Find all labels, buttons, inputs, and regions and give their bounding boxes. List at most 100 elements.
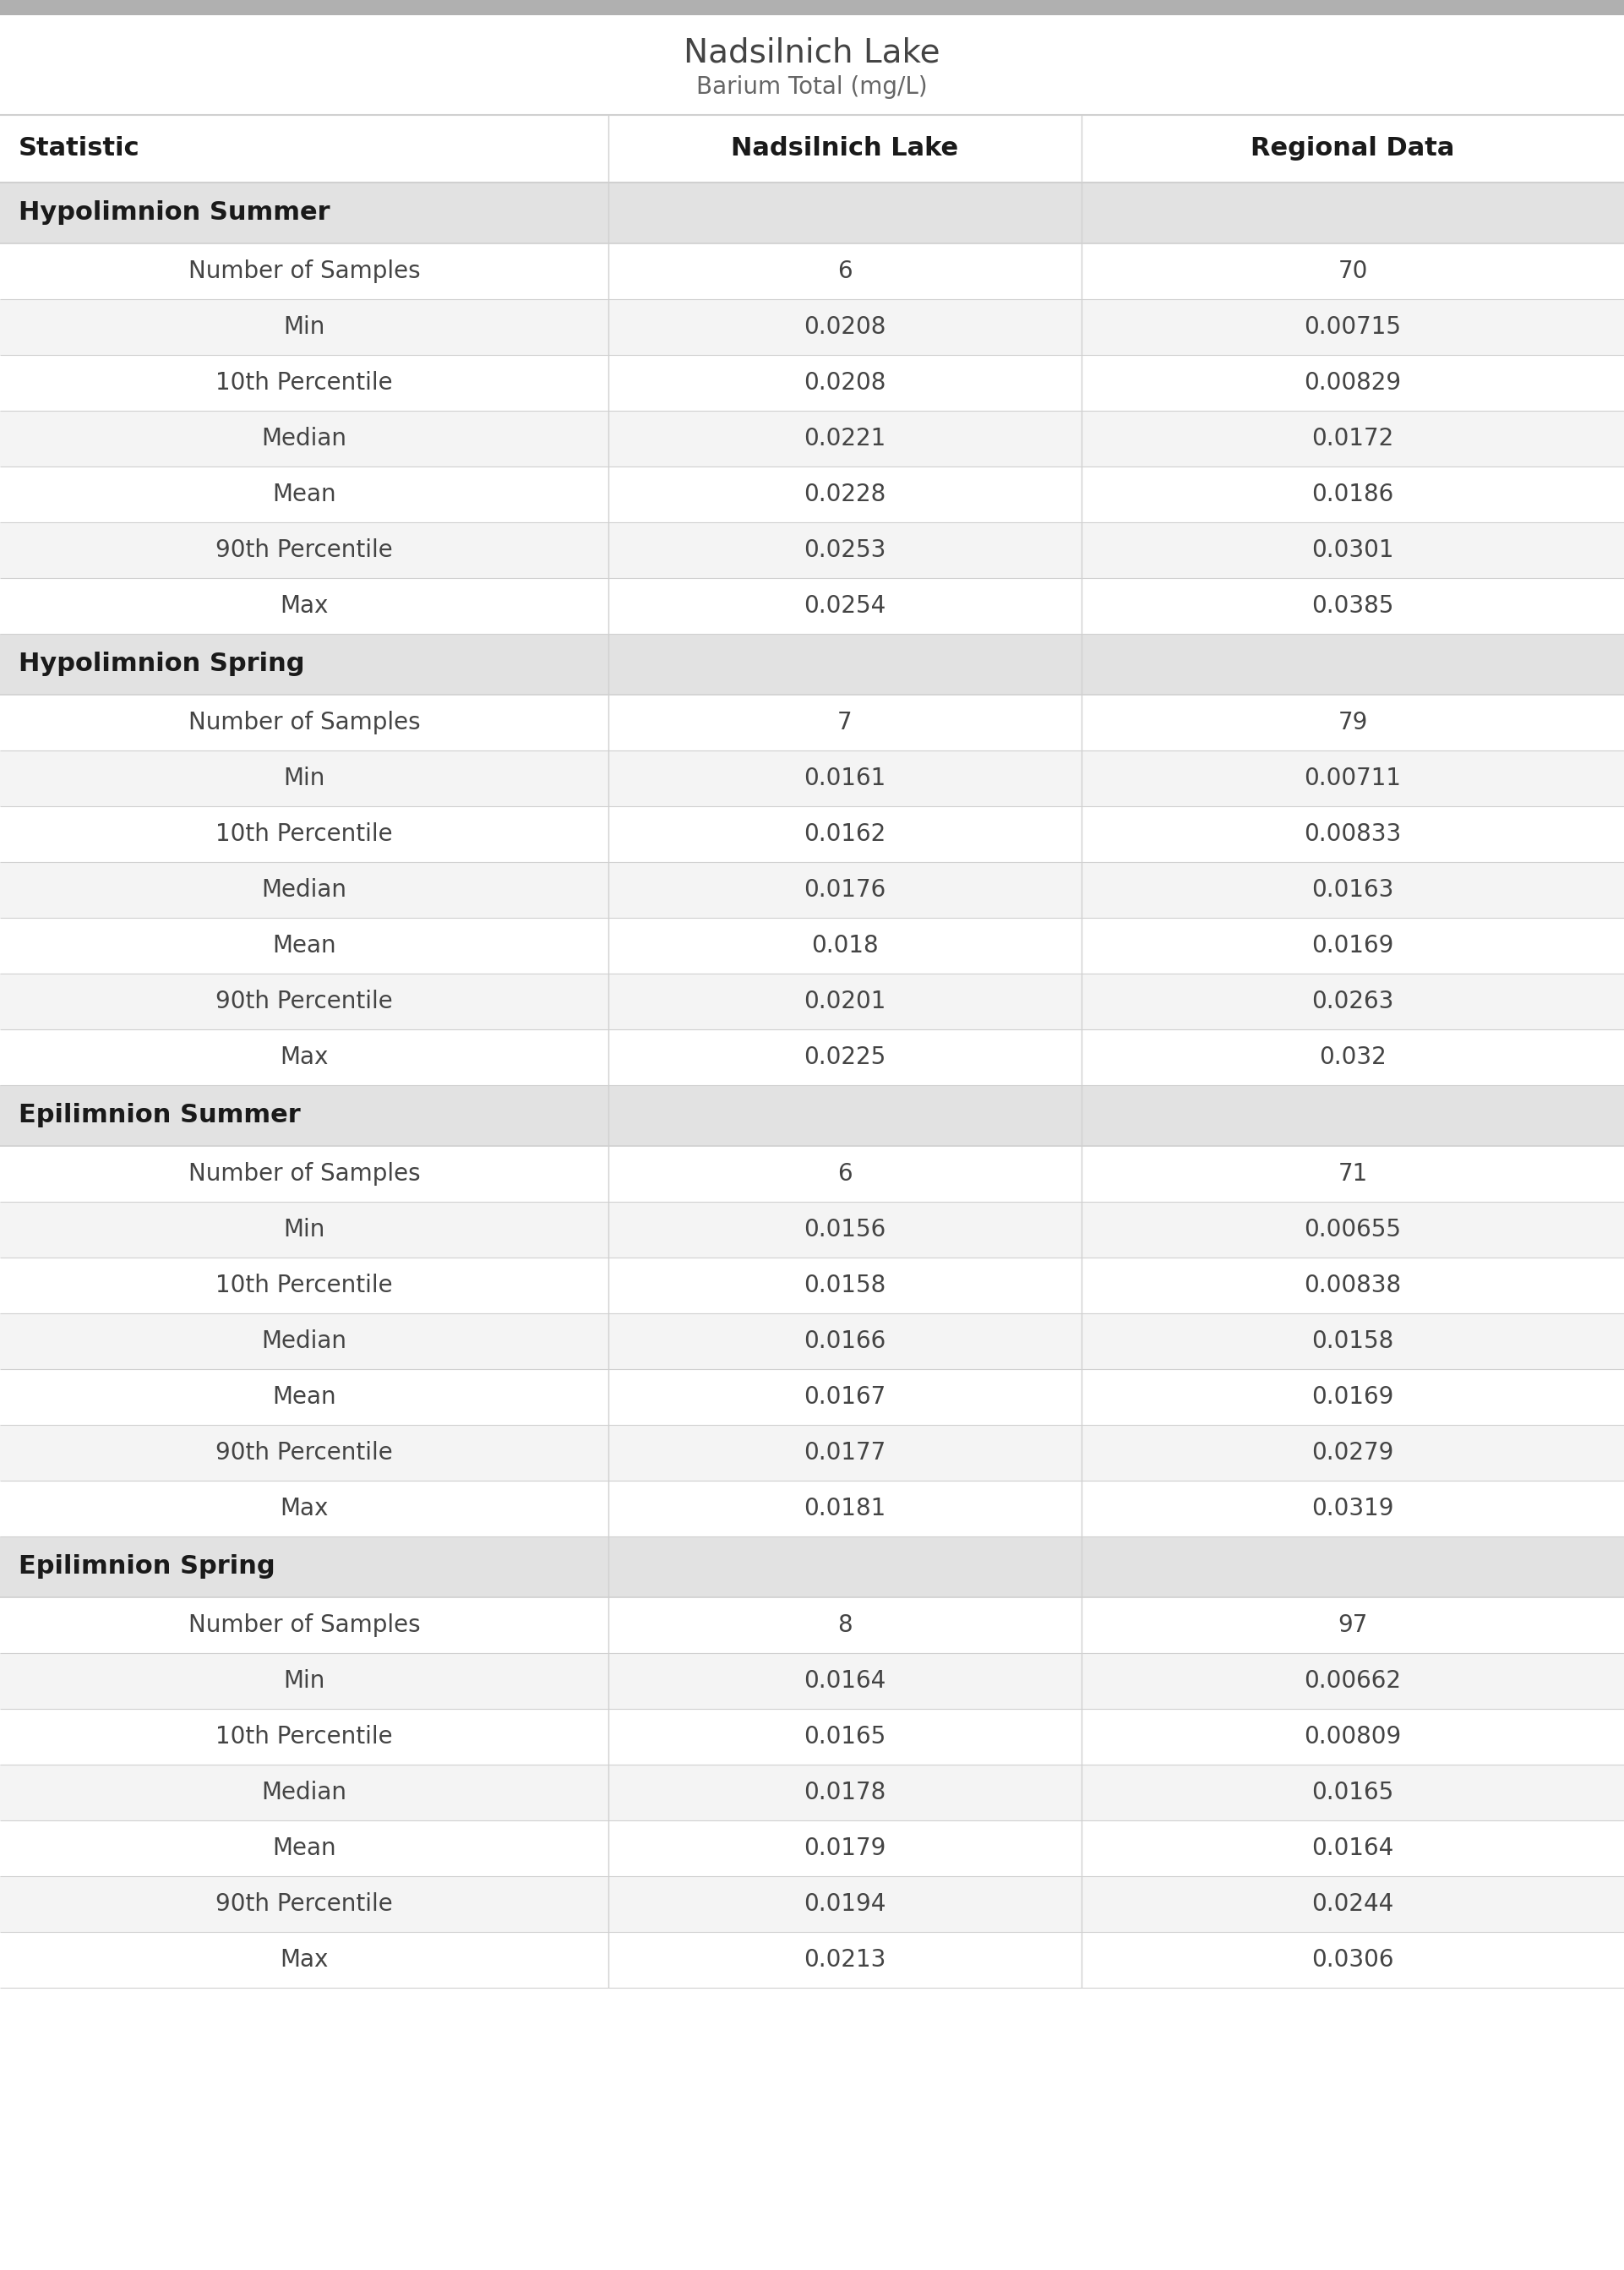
Text: 0.0306: 0.0306 [1312, 1948, 1393, 1973]
Text: 0.0158: 0.0158 [1312, 1330, 1393, 1353]
Bar [0, 695, 1624, 751]
Text: Mean: Mean [273, 484, 336, 506]
Text: 0.0385: 0.0385 [1312, 595, 1393, 617]
Bar [0, 1932, 1624, 1989]
Text: 0.00655: 0.00655 [1304, 1217, 1402, 1242]
Bar [0, 0, 1624, 16]
Bar [0, 1480, 1624, 1537]
Bar [0, 1369, 1624, 1426]
Text: 6: 6 [838, 1162, 853, 1185]
Bar [0, 411, 1624, 468]
Text: Max: Max [279, 595, 328, 617]
Bar [0, 863, 1624, 917]
Text: 0.0279: 0.0279 [1312, 1441, 1393, 1464]
Text: Hypolimnion Summer: Hypolimnion Summer [18, 200, 330, 225]
Text: Min: Min [283, 1668, 325, 1693]
Bar [0, 300, 1624, 354]
Bar [0, 182, 1624, 243]
Bar [0, 1314, 1624, 1369]
Text: 90th Percentile: 90th Percentile [216, 538, 393, 563]
Text: 10th Percentile: 10th Percentile [216, 822, 393, 847]
Text: 0.0179: 0.0179 [804, 1836, 887, 1859]
Bar [0, 1709, 1624, 1764]
Text: Max: Max [279, 1948, 328, 1973]
Bar [0, 243, 1624, 300]
Text: 0.0225: 0.0225 [804, 1046, 887, 1069]
Text: 0.0164: 0.0164 [1312, 1836, 1393, 1859]
Text: 0.0162: 0.0162 [804, 822, 887, 847]
Text: 0.0163: 0.0163 [1312, 878, 1393, 901]
Bar [0, 1653, 1624, 1709]
Bar [0, 1258, 1624, 1314]
Text: 90th Percentile: 90th Percentile [216, 1441, 393, 1464]
Text: 0.0244: 0.0244 [1312, 1893, 1393, 1916]
Text: 0.018: 0.018 [812, 933, 879, 958]
Text: 0.0254: 0.0254 [804, 595, 887, 617]
Text: 0.032: 0.032 [1319, 1046, 1387, 1069]
Text: 0.00662: 0.00662 [1304, 1668, 1402, 1693]
Text: 0.0263: 0.0263 [1312, 990, 1393, 1012]
Text: 97: 97 [1338, 1614, 1367, 1637]
Bar [0, 1201, 1624, 1258]
Text: Max: Max [279, 1046, 328, 1069]
Text: Median: Median [261, 1330, 348, 1353]
Text: 0.0208: 0.0208 [804, 316, 887, 338]
Text: 0.0181: 0.0181 [804, 1496, 887, 1521]
Text: 71: 71 [1338, 1162, 1367, 1185]
Text: 0.00711: 0.00711 [1304, 767, 1402, 790]
Text: Max: Max [279, 1496, 328, 1521]
Text: 0.0176: 0.0176 [804, 878, 887, 901]
Text: 0.00833: 0.00833 [1304, 822, 1402, 847]
Bar [0, 1426, 1624, 1480]
Text: 6: 6 [838, 259, 853, 284]
Text: Nadsilnich Lake: Nadsilnich Lake [731, 136, 958, 161]
Text: 0.0228: 0.0228 [804, 484, 887, 506]
Text: 0.0253: 0.0253 [804, 538, 887, 563]
Text: Barium Total (mg/L): Barium Total (mg/L) [697, 75, 927, 100]
Text: 0.0213: 0.0213 [804, 1948, 887, 1973]
Text: 0.00809: 0.00809 [1304, 1725, 1402, 1748]
Text: 0.00715: 0.00715 [1304, 316, 1402, 338]
Text: 0.0319: 0.0319 [1312, 1496, 1393, 1521]
Text: 0.0301: 0.0301 [1312, 538, 1393, 563]
Text: 0.00838: 0.00838 [1304, 1273, 1402, 1296]
Text: Epilimnion Spring: Epilimnion Spring [18, 1555, 274, 1580]
Text: 0.0164: 0.0164 [804, 1668, 887, 1693]
Text: 0.0172: 0.0172 [1312, 427, 1393, 449]
Text: 0.0165: 0.0165 [1312, 1780, 1393, 1805]
Text: Mean: Mean [273, 1385, 336, 1410]
Text: Min: Min [283, 316, 325, 338]
Bar [0, 16, 1624, 116]
Text: 10th Percentile: 10th Percentile [216, 370, 393, 395]
Bar [0, 917, 1624, 974]
Text: 90th Percentile: 90th Percentile [216, 1893, 393, 1916]
Text: Median: Median [261, 427, 348, 449]
Bar [0, 1028, 1624, 1085]
Text: Number of Samples: Number of Samples [188, 711, 421, 735]
Text: 0.0186: 0.0186 [1312, 484, 1393, 506]
Text: Median: Median [261, 1780, 348, 1805]
Text: 0.0167: 0.0167 [804, 1385, 887, 1410]
Text: 0.0221: 0.0221 [804, 427, 887, 449]
Text: Epilimnion Summer: Epilimnion Summer [18, 1103, 300, 1128]
Text: Number of Samples: Number of Samples [188, 259, 421, 284]
Text: Regional Data: Regional Data [1250, 136, 1455, 161]
Bar [0, 633, 1624, 695]
Bar [0, 116, 1624, 182]
Text: Statistic: Statistic [18, 136, 140, 161]
Text: 0.0158: 0.0158 [804, 1273, 887, 1296]
Text: 0.0169: 0.0169 [1312, 933, 1393, 958]
Text: 0.0208: 0.0208 [804, 370, 887, 395]
Text: Mean: Mean [273, 1836, 336, 1859]
Bar [0, 806, 1624, 863]
Text: 0.0166: 0.0166 [804, 1330, 887, 1353]
Bar [0, 1146, 1624, 1201]
Text: 0.00829: 0.00829 [1304, 370, 1402, 395]
Bar [0, 1877, 1624, 1932]
Text: 7: 7 [838, 711, 853, 735]
Text: 10th Percentile: 10th Percentile [216, 1273, 393, 1296]
Text: 70: 70 [1338, 259, 1367, 284]
Text: 0.0194: 0.0194 [804, 1893, 887, 1916]
Bar [0, 1989, 1624, 2270]
Text: 90th Percentile: 90th Percentile [216, 990, 393, 1012]
